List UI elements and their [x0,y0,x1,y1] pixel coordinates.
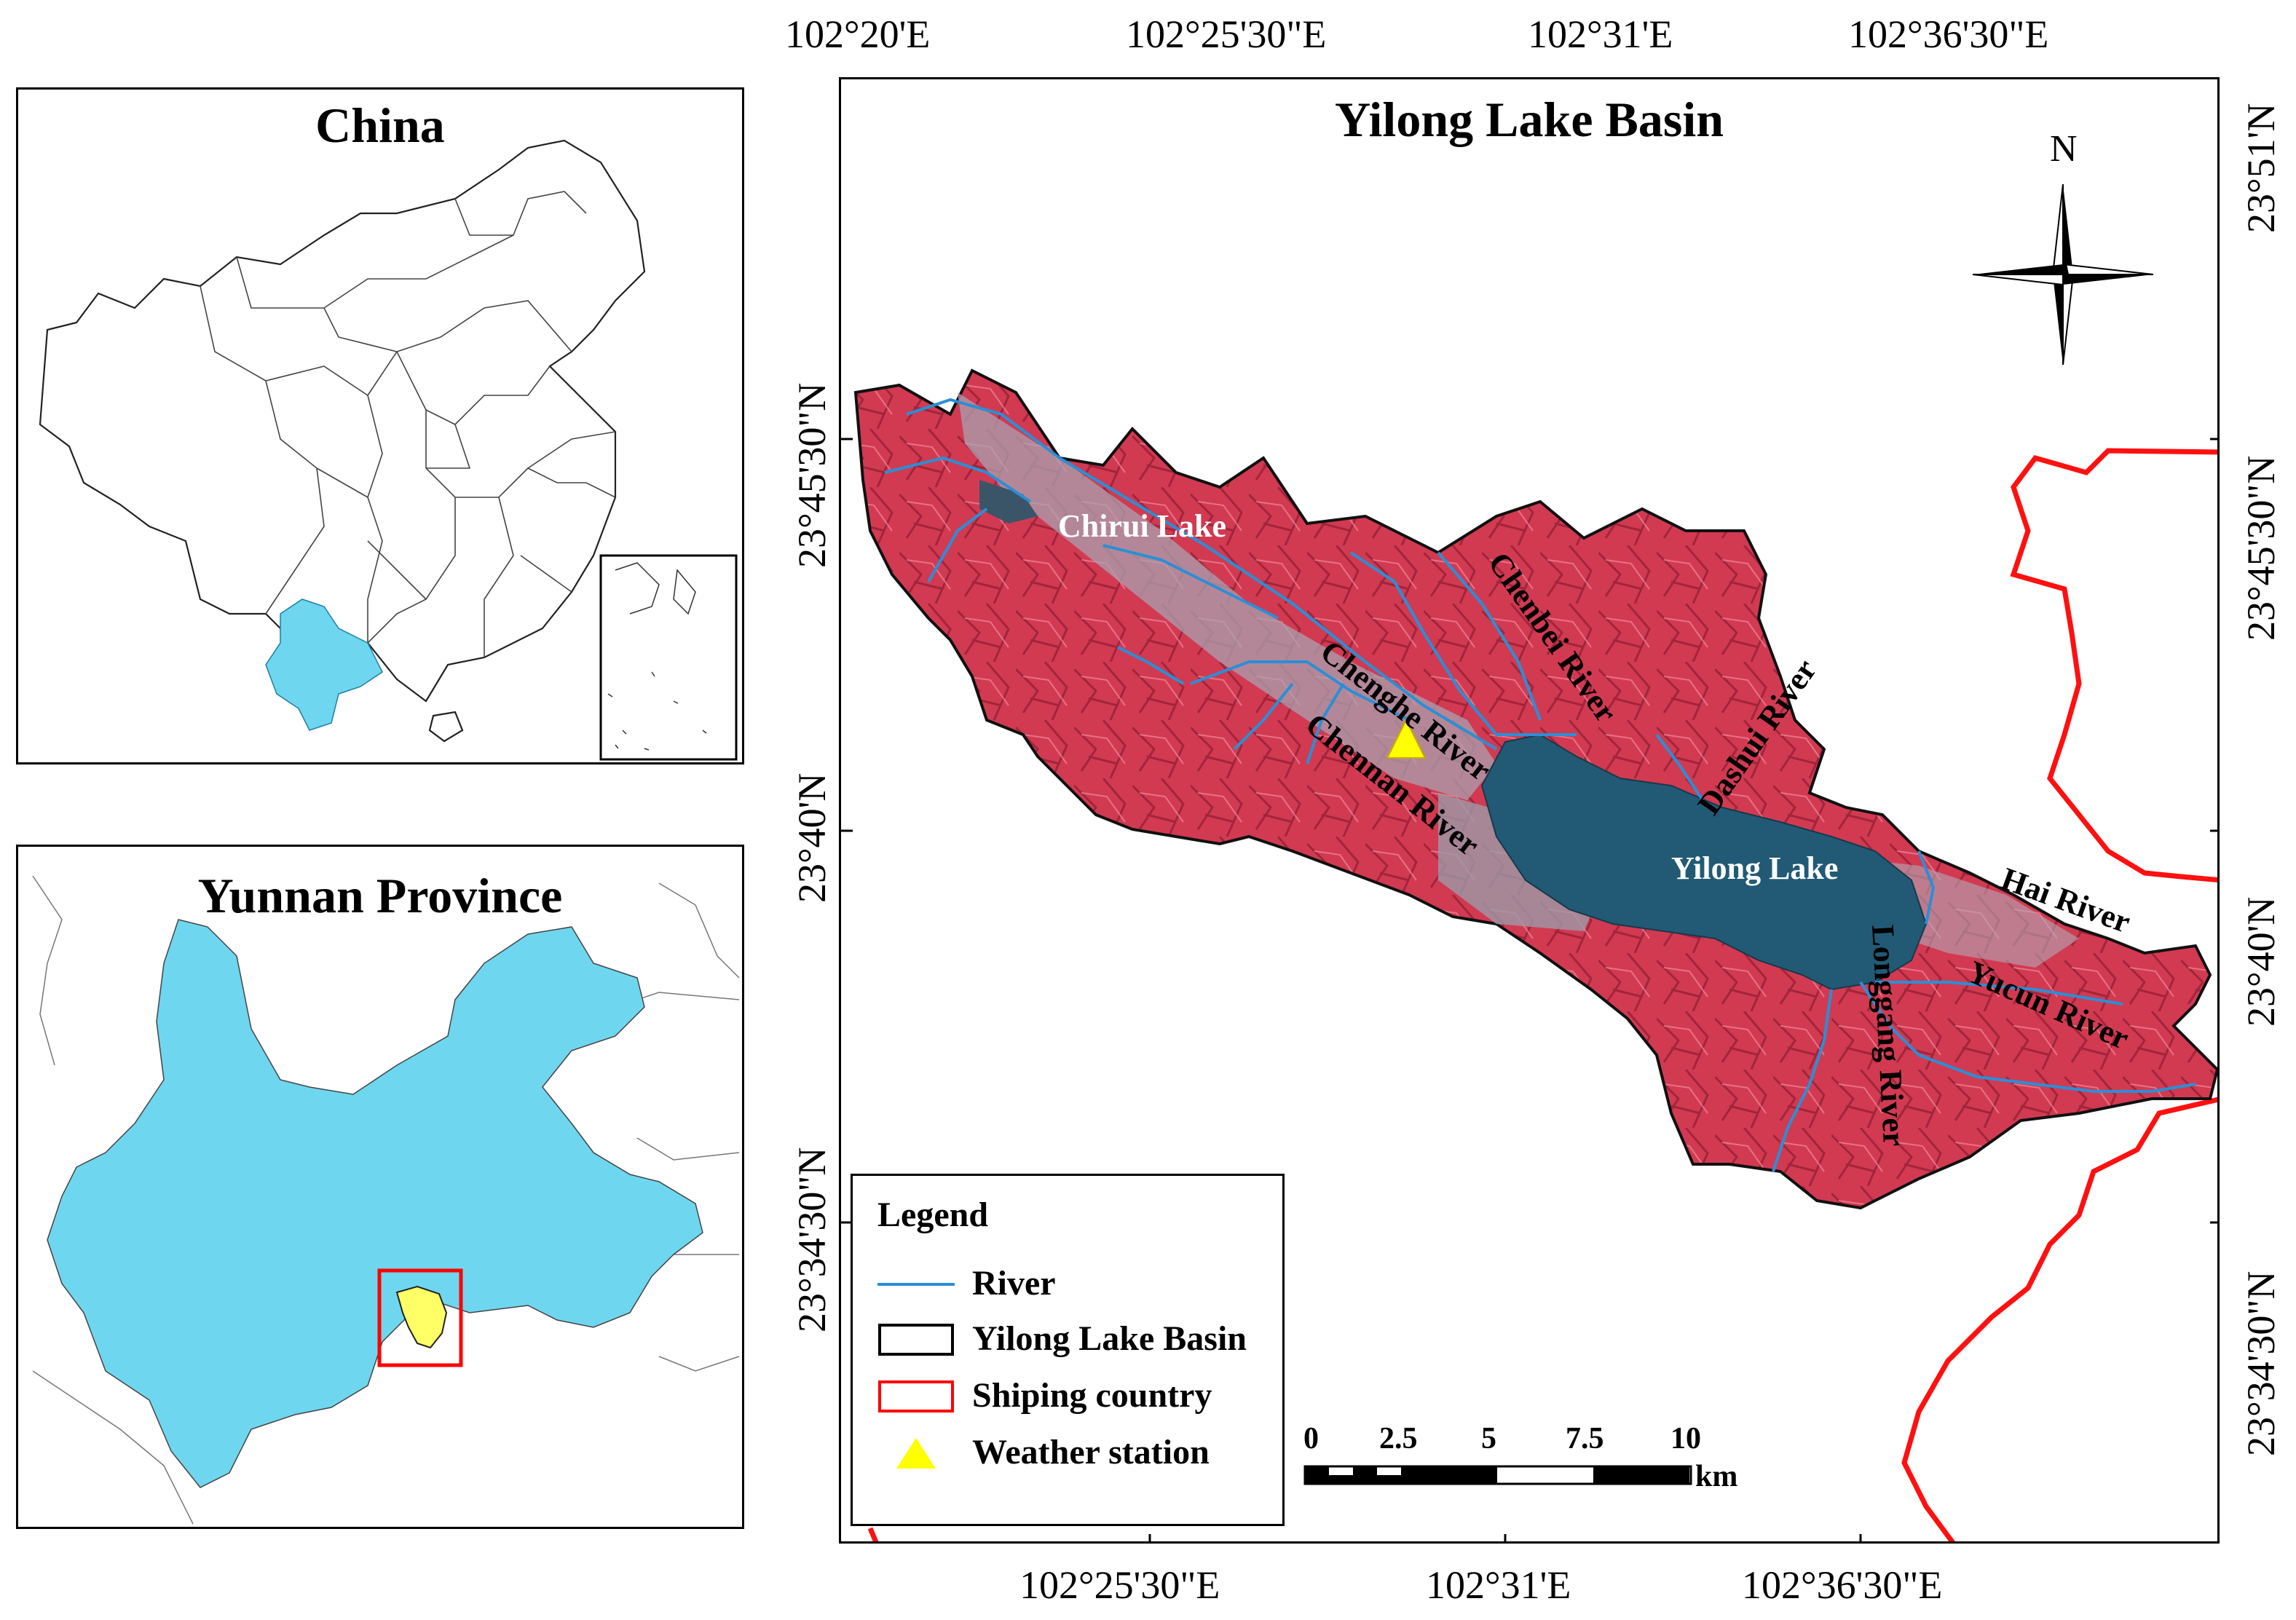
china-inset: China [16,87,744,764]
yilong-basin-small [395,1285,448,1349]
scale-tick-0: 0 [1303,1422,1319,1455]
scale-tick-1: 2.5 [1379,1422,1418,1455]
north-arrow-label: N [2050,128,2078,170]
top-lon-label-1: 102°20'E [785,12,931,56]
basin-box-icon [878,1324,954,1356]
legend-label-basin: Yilong Lake Basin [972,1319,1247,1358]
legend-title: Legend [877,1196,989,1234]
scale-tick-2: 5 [1481,1422,1496,1455]
chirui-lake-water [979,480,1038,523]
china-outline-map [39,139,738,761]
right-lat-label-4: 23°34'30"N [2239,1271,2283,1456]
legend-label-weather: Weather station [972,1433,1210,1471]
yunnan-inset-title: Yunnan Province [197,868,563,923]
yunnan-highlight-china [265,598,383,731]
yilong-lake-label: Yilong Lake [1671,850,1839,886]
top-lon-label-2: 102°25'30"E [1126,12,1327,56]
yunnan-province-map [32,875,740,1525]
yunnan-inset: Yunnan Province [16,845,744,1529]
legend-row-basin: Yilong Lake Basin [877,1317,1285,1361]
scale-bar: 0 2.5 5 7.5 10 km [1303,1421,1737,1501]
top-lon-label-4: 102°36'30"E [1848,12,2049,56]
right-lat-label-2: 23°45'30"N [2239,455,2283,641]
yunnan-province-shape [47,919,703,1488]
weather-station-marker [1386,718,1427,759]
river-network [884,398,2196,1172]
right-lat-label-3: 23°40'N [2239,896,2283,1027]
scale-bar-graphic [1303,1465,1692,1485]
chirui-lake-label: Chirui Lake [1058,508,1227,544]
scale-tick-3: 7.5 [1566,1422,1604,1455]
legend-row-weather: Weather station [877,1431,1285,1474]
map-legend: Legend River Yilong Lake Basin Shiping c… [851,1174,1285,1526]
legend-row-river: River [877,1262,1285,1305]
yilong-lake-water [1480,733,1928,991]
left-lat-label-3: 23°34'30"N [790,1147,834,1332]
weather-station-triangle-icon [896,1438,936,1469]
left-lat-label-2: 23°40'N [790,773,834,903]
study-area-box [377,1268,463,1367]
river-line-icon [877,1283,955,1286]
main-map-title: Yilong Lake Basin [1334,92,1724,147]
yilong-basin-map [841,183,2217,1541]
left-lat-label-1: 23°45'30"N [790,382,834,568]
scale-unit: km [1695,1460,1738,1493]
right-lat-label-1: 23°51'N [2239,103,2283,233]
top-lon-label-3: 102°31'E [1528,12,1673,56]
legend-label-river: River [972,1264,1056,1303]
bottom-lon-label-2: 102°31'E [1426,1563,1571,1607]
north-arrow-icon [1972,183,2154,366]
county-box-icon [878,1380,954,1412]
bottom-lon-label-3: 102°36'30"E [1742,1563,1943,1607]
legend-row-shiping: Shiping country [877,1374,1285,1418]
scale-tick-4: 10 [1670,1422,1701,1455]
legend-label-shiping: Shiping country [972,1376,1212,1415]
shiping-county-boundary [867,448,2217,1541]
china-inset-title: China [315,98,445,153]
bottom-lon-label-1: 102°25'30"E [1019,1563,1220,1607]
